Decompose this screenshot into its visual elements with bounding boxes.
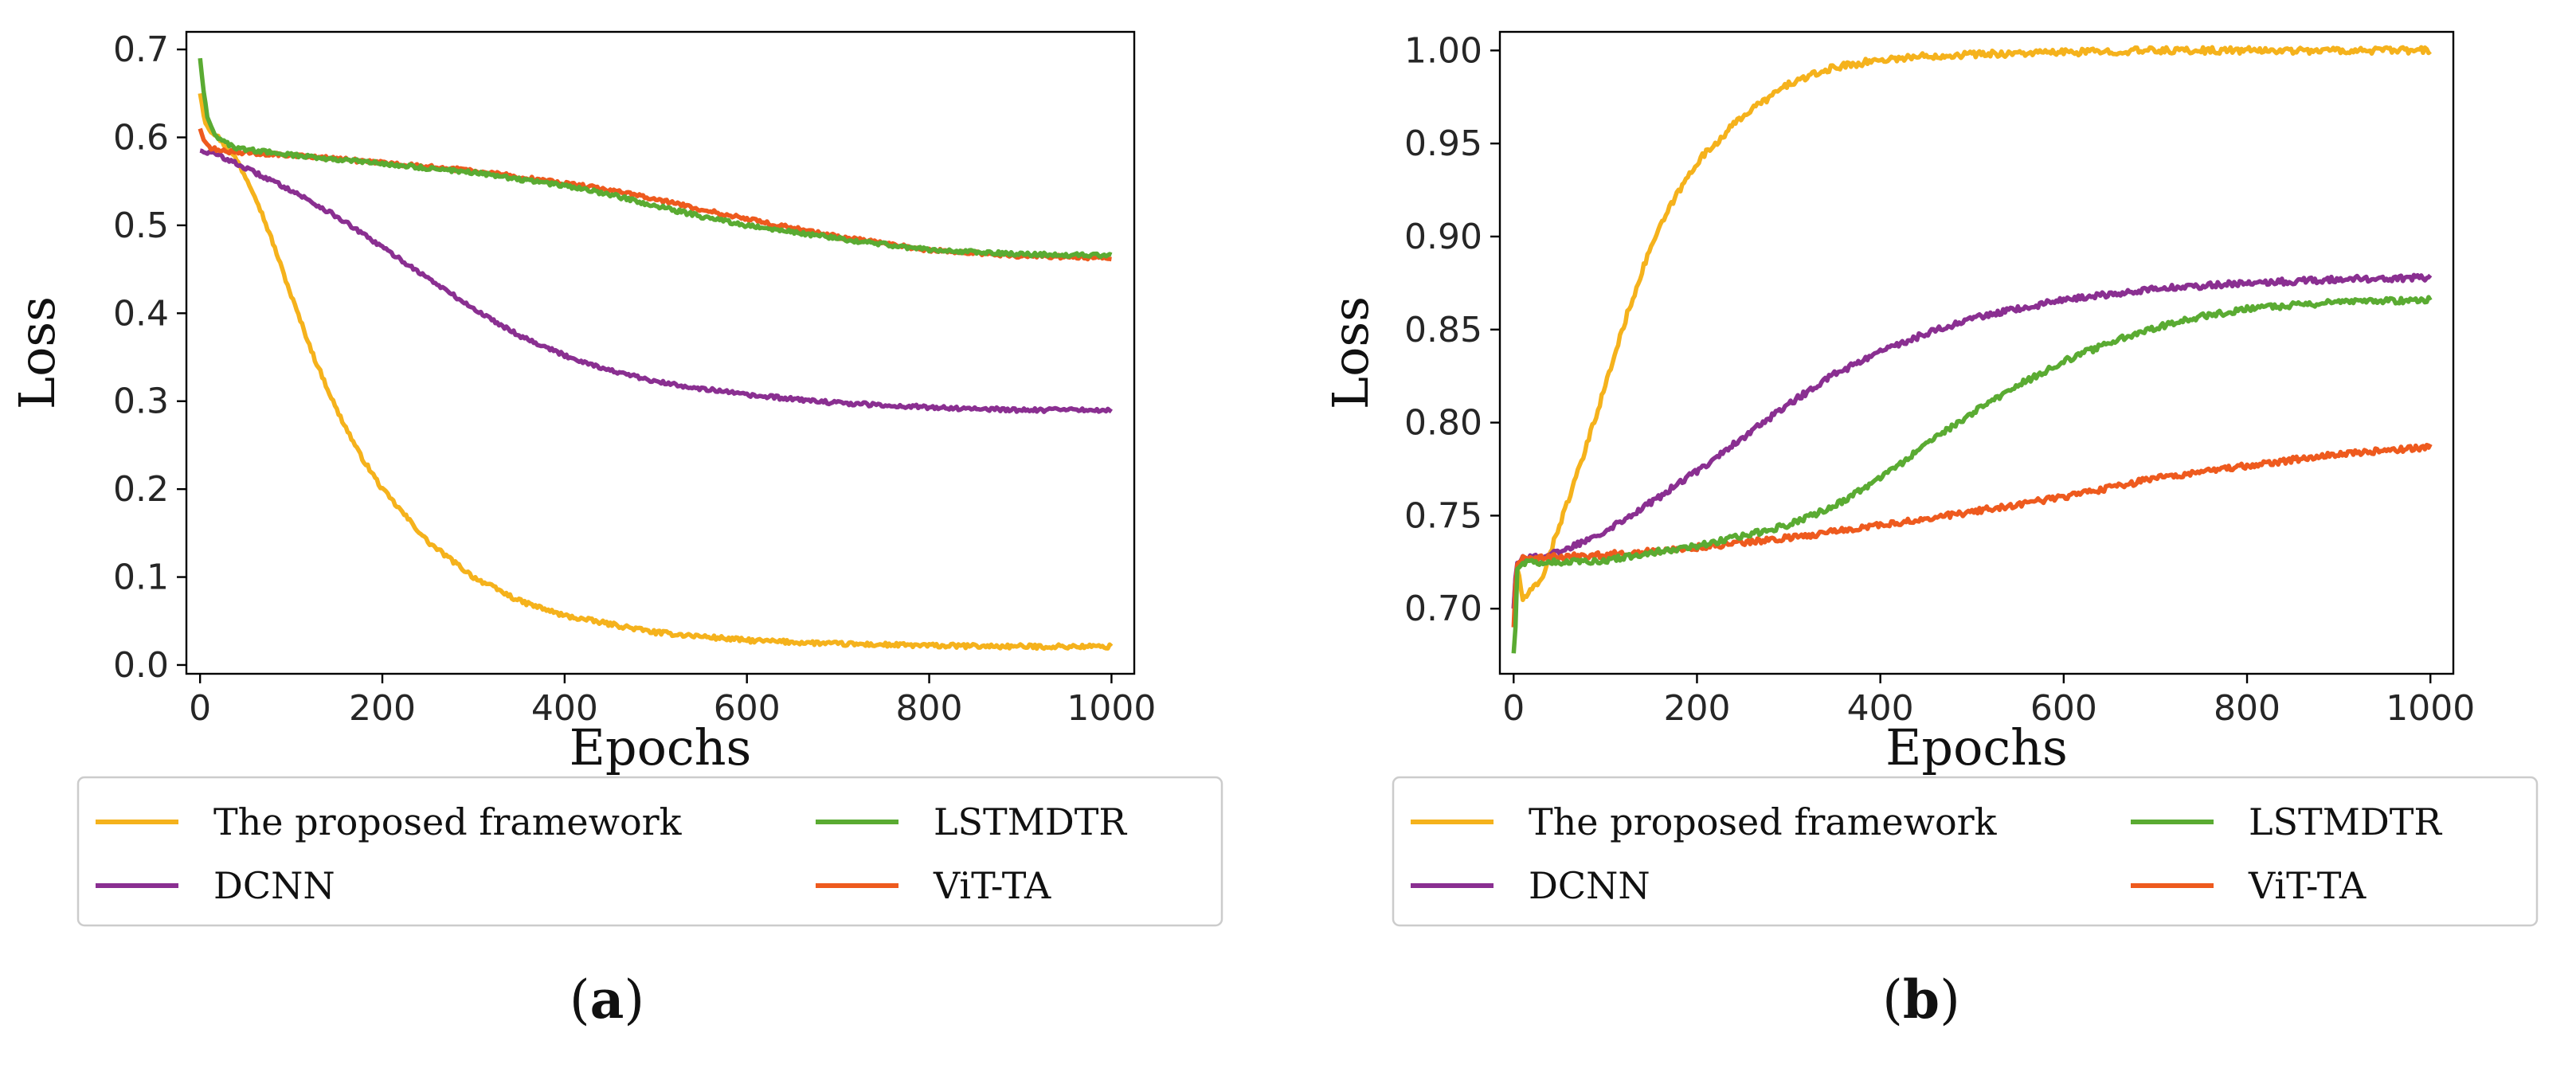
series-lines — [198, 57, 1114, 651]
x-tick-label: 1000 — [2386, 688, 2475, 729]
panel-b: 0 200 400 600 800 1000 0.70 0.75 0.80 0.85 0.90 0.9… — [1321, 30, 2539, 1031]
legend-item: DCNN — [1411, 864, 1650, 907]
legend-label: DCNN — [213, 864, 335, 907]
x-tick-label: 1000 — [1067, 688, 1156, 729]
legend-item: The proposed framework — [96, 800, 683, 843]
legend-label: The proposed framework — [213, 800, 683, 843]
x-tick-label: 800 — [896, 688, 963, 729]
series-line-dcnn — [199, 148, 1113, 414]
series-lines — [1511, 45, 2433, 654]
caption-letter: b — [1903, 968, 1940, 1031]
y-tick-label: 0.0 — [113, 645, 169, 686]
y-tick-label: 0.7 — [113, 29, 169, 70]
y-tick-label: 0.80 — [1404, 403, 1482, 444]
legend-label: DCNN — [1529, 864, 1650, 907]
y-axis-label: Loss — [1321, 296, 1380, 409]
caption-paren-open: ( — [570, 969, 590, 1031]
series-line-lstmdtr — [198, 57, 1113, 260]
legend-label: LSTMDTR — [2249, 800, 2442, 843]
x-axis-label: Epochs — [1885, 718, 2068, 777]
legend-box — [1392, 776, 2539, 927]
legend-item: The proposed framework — [1411, 800, 1998, 843]
panel-a: 0 200 400 600 800 1000 0.0 0.1 0.2 0.3 0.4 0.5 0.6 0.… — [8, 29, 1223, 1031]
legend: The proposed framework LSTMDTR DCNN ViT-TA — [1392, 776, 2539, 927]
y-tick-label: 0.5 — [113, 205, 169, 246]
caption-paren-open: ( — [1882, 969, 1903, 1031]
y-tick-label: 1.00 — [1404, 30, 1482, 71]
x-tick-label: 800 — [2214, 688, 2280, 729]
caption-letter: a — [590, 968, 624, 1031]
legend-label: LSTMDTR — [934, 800, 1127, 843]
y-tick-label: 0.2 — [113, 469, 169, 510]
x-tick-label: 200 — [1663, 688, 1730, 729]
x-tick-label: 0 — [1502, 688, 1525, 729]
plot-area — [1500, 32, 2453, 674]
legend-label: The proposed framework — [1529, 800, 1998, 843]
series-line-the-proposed-framework — [198, 92, 1114, 651]
y-tick-label: 0.1 — [113, 558, 169, 598]
x-tick-label: 0 — [189, 688, 211, 729]
caption-paren-close: ) — [1940, 969, 1960, 1031]
x-tick-label: 600 — [2030, 688, 2097, 729]
panel-caption: (b) — [1882, 968, 1960, 1031]
axes-frame — [1498, 30, 2455, 675]
y-axis-label: Loss — [8, 296, 66, 409]
legend-item: ViT-TA — [2131, 864, 2367, 907]
legend-box — [76, 776, 1223, 927]
y-tick-label: 0.95 — [1404, 123, 1482, 164]
x-tick-label: 400 — [1847, 688, 1914, 729]
axes-frame — [185, 30, 1136, 675]
y-tick-label: 0.3 — [113, 381, 169, 422]
y-tick-label: 0.90 — [1404, 217, 1482, 257]
series-line-lstmdtr — [1511, 295, 2433, 654]
y-tick-label: 0.70 — [1404, 589, 1482, 629]
y-tick-label: 0.75 — [1404, 495, 1482, 536]
x-tick-label: 400 — [531, 688, 598, 729]
legend-label: ViT-TA — [2248, 864, 2367, 907]
series-line-dcnn — [1511, 272, 2433, 609]
series-line-the-proposed-framework — [1511, 45, 2432, 609]
legend-item: DCNN — [96, 864, 335, 907]
x-tick-label: 200 — [349, 688, 416, 729]
panel-caption: (a) — [570, 968, 644, 1031]
legend-label: ViT-TA — [933, 864, 1051, 907]
caption-paren-close: ) — [624, 969, 644, 1031]
y-tick-label: 0.6 — [113, 117, 169, 158]
legend-item: LSTMDTR — [2131, 800, 2442, 843]
plot-area — [186, 32, 1134, 674]
legend-item: LSTMDTR — [816, 800, 1127, 843]
x-tick-label: 600 — [714, 688, 781, 729]
x-axis-label: Epochs — [570, 718, 752, 777]
legend-item: ViT-TA — [816, 864, 1051, 907]
legend: The proposed framework LSTMDTR DCNN ViT-TA — [76, 776, 1223, 927]
y-tick-label: 0.85 — [1404, 310, 1482, 350]
y-tick-label: 0.4 — [113, 293, 169, 334]
